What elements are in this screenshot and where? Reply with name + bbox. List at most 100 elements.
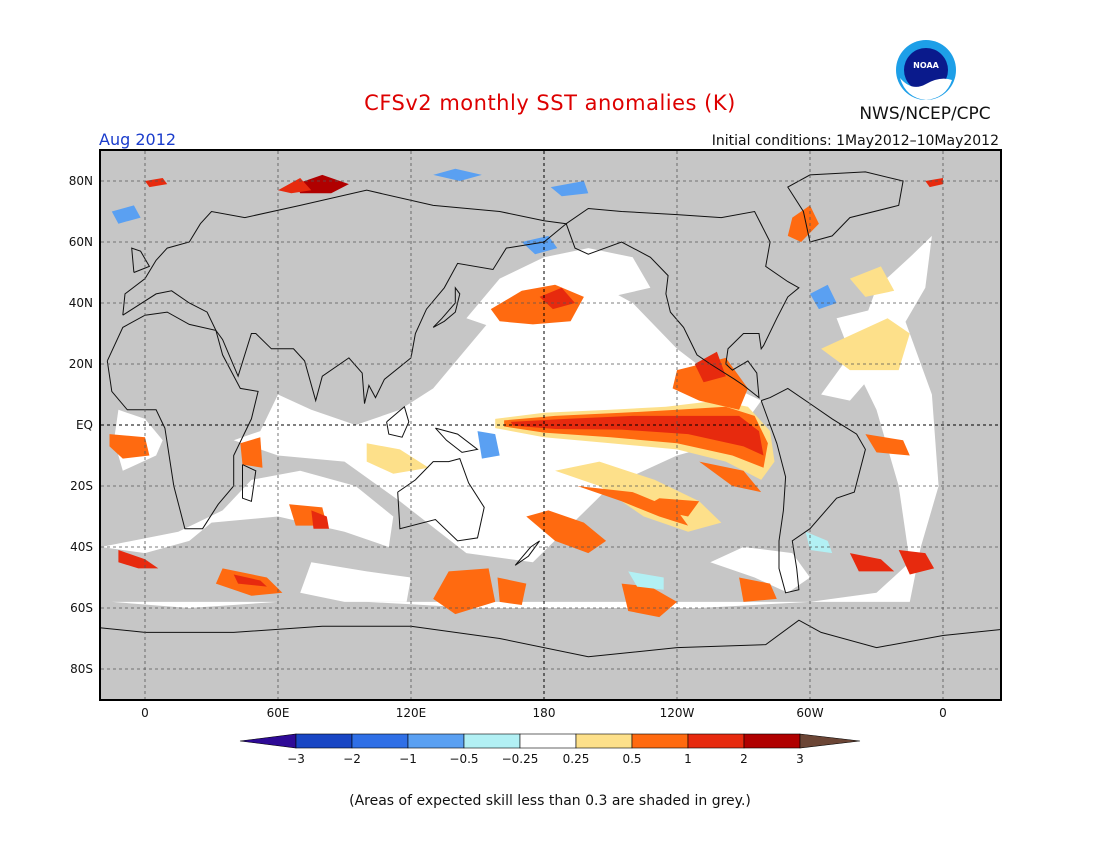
- coastline: [106, 311, 259, 530]
- noaa-logo-text: NOAA: [913, 61, 939, 70]
- colorbar-tick-label: 0.25: [563, 752, 590, 766]
- anomaly-patch: [521, 235, 558, 255]
- coastline: [397, 457, 485, 542]
- coastline: [435, 427, 479, 453]
- coastline: [131, 247, 151, 273]
- colorbar-box: [575, 733, 633, 749]
- anomaly-patch: [433, 168, 482, 181]
- anomaly-patch: [311, 510, 329, 529]
- colorbar-box: [687, 733, 745, 749]
- anomaly-patch: [550, 181, 589, 197]
- ocean-area: [101, 470, 394, 554]
- anomaly-patch: [240, 437, 263, 468]
- coastline: [432, 286, 461, 328]
- anomaly-patch: [577, 486, 689, 526]
- anomaly-patch: [628, 571, 664, 590]
- coastline: [122, 189, 568, 404]
- noaa-logo: NOAA: [896, 40, 956, 100]
- anomaly-patch: [539, 287, 575, 310]
- colorbar-tick-label: −2: [343, 752, 361, 766]
- lat-label: 60N: [69, 235, 93, 249]
- colorbar: −3 −2 −1 −0.5 −0.25 0.25 0.5 1 2 3: [239, 733, 861, 766]
- anomaly-patch: [849, 266, 895, 297]
- colorbar-box: [463, 733, 521, 749]
- anomaly-patch: [694, 351, 726, 383]
- anomaly-patch: [109, 434, 150, 459]
- colorbar-box: [295, 733, 353, 749]
- coastline: [787, 171, 904, 243]
- colorbar-tick-label: −3: [287, 752, 305, 766]
- colorbar-low-cap: [239, 733, 297, 749]
- anomaly-patch: [366, 443, 429, 474]
- ocean-area: [233, 272, 762, 563]
- colorbar-box: [519, 733, 577, 749]
- anomaly-patch: [739, 577, 777, 602]
- ocean-area: [300, 562, 411, 602]
- coastline: [242, 464, 257, 502]
- lon-label: 0: [939, 706, 947, 720]
- colorbar-box: [351, 733, 409, 749]
- valid-month-label: Aug 2012: [99, 130, 176, 149]
- lon-label: 120W: [660, 706, 695, 720]
- map-panel: [101, 151, 1001, 699]
- anomaly-patch: [145, 178, 168, 188]
- anomaly-patch: [898, 550, 935, 575]
- map-frame: [99, 149, 1002, 701]
- lat-label: 40S: [70, 540, 93, 554]
- anomaly-patch: [643, 498, 700, 517]
- anomaly-patch: [526, 510, 607, 554]
- lon-label: 60E: [267, 706, 290, 720]
- lat-label: 80S: [70, 662, 93, 676]
- lat-label: 20S: [70, 479, 93, 493]
- initial-conditions-label: Initial conditions: 1May2012–10May2012: [712, 133, 999, 149]
- colorbar-tick-label: 3: [796, 752, 804, 766]
- colorbar-box: [743, 733, 801, 749]
- colorbar-box: [407, 733, 465, 749]
- anomaly-patch: [433, 568, 496, 615]
- anomaly-patch: [672, 357, 748, 410]
- ocean-area: [710, 547, 810, 593]
- anomaly-patch: [510, 415, 764, 456]
- colorbar-high-cap: [799, 733, 861, 749]
- anomaly-patch: [821, 318, 910, 371]
- colorbar-tick-label: −0.5: [449, 752, 478, 766]
- coastline: [760, 387, 866, 594]
- colorbar-tick-label: 1: [684, 752, 692, 766]
- lon-label: 120E: [396, 706, 427, 720]
- anomaly-patch: [111, 205, 141, 224]
- footnote: (Areas of expected skill less than 0.3 a…: [349, 793, 751, 809]
- chart-title: CFSv2 monthly SST anomalies (K): [364, 91, 736, 115]
- lon-label: 60W: [796, 706, 823, 720]
- colorbar-boxes: [295, 733, 801, 749]
- graticule: [101, 151, 1001, 699]
- coastlines: [101, 171, 1001, 658]
- anomaly-patch: [699, 461, 762, 493]
- anomaly-layer: [109, 168, 943, 618]
- lat-label: 80N: [69, 174, 93, 188]
- colorbar-tick-label: −1: [399, 752, 417, 766]
- colorbar-tick-label: 2: [740, 752, 748, 766]
- anomaly-patch: [278, 178, 312, 194]
- lat-label: 20N: [69, 357, 93, 371]
- anomaly-patch: [497, 577, 527, 605]
- colorbar-box: [631, 733, 689, 749]
- anomaly-patch: [805, 531, 833, 554]
- anomaly-patch: [118, 550, 159, 569]
- anomaly-patch: [621, 583, 677, 618]
- coastline: [101, 619, 1001, 658]
- anomaly-patch: [477, 431, 500, 459]
- anomaly-patch: [787, 205, 819, 242]
- coastline: [514, 540, 541, 566]
- anomaly-patch: [233, 574, 267, 587]
- colorbar-tick-labels: −3 −2 −1 −0.5 −0.25 0.25 0.5 1 2 3: [287, 752, 804, 766]
- lat-label: 60S: [70, 601, 93, 615]
- colorbar-tick-label: 0.5: [622, 752, 641, 766]
- anomaly-patch: [865, 434, 910, 456]
- lat-label: 40N: [69, 296, 93, 310]
- coastline: [386, 405, 410, 438]
- lon-label: 180: [533, 706, 556, 720]
- anomaly-patch: [849, 553, 895, 572]
- latitude-labels: 80N 60N 40N 20N EQ 20S 40S 60S 80S: [69, 174, 93, 676]
- agency-label: NWS/NCEP/CPC: [859, 104, 990, 124]
